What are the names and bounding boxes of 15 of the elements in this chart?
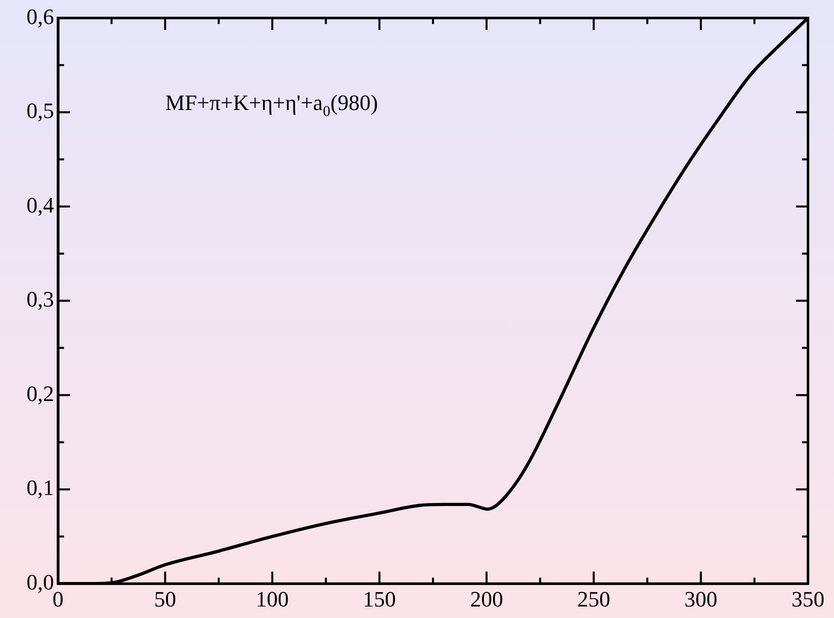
x-tick-label: 100	[256, 586, 289, 612]
x-tick-label: 200	[470, 586, 504, 612]
y-tick-label: 0,1	[26, 475, 54, 500]
x-tick-label: 250	[577, 586, 610, 612]
y-tick-label: 0,5	[26, 98, 54, 124]
x-tick-label: 150	[362, 586, 396, 612]
y-tick-label: 0,0	[26, 569, 54, 594]
x-tick-label: 350	[792, 586, 824, 612]
y-tick-label: 0,6	[26, 4, 54, 29]
x-tick-label: 50	[154, 586, 176, 612]
x-tick-label: 0	[52, 586, 64, 612]
y-tick-label: 0,3	[26, 286, 54, 312]
x-tick-label: 300	[684, 586, 718, 612]
y-tick-label: 0,2	[26, 380, 54, 406]
y-tick-label: 0,4	[26, 192, 54, 218]
